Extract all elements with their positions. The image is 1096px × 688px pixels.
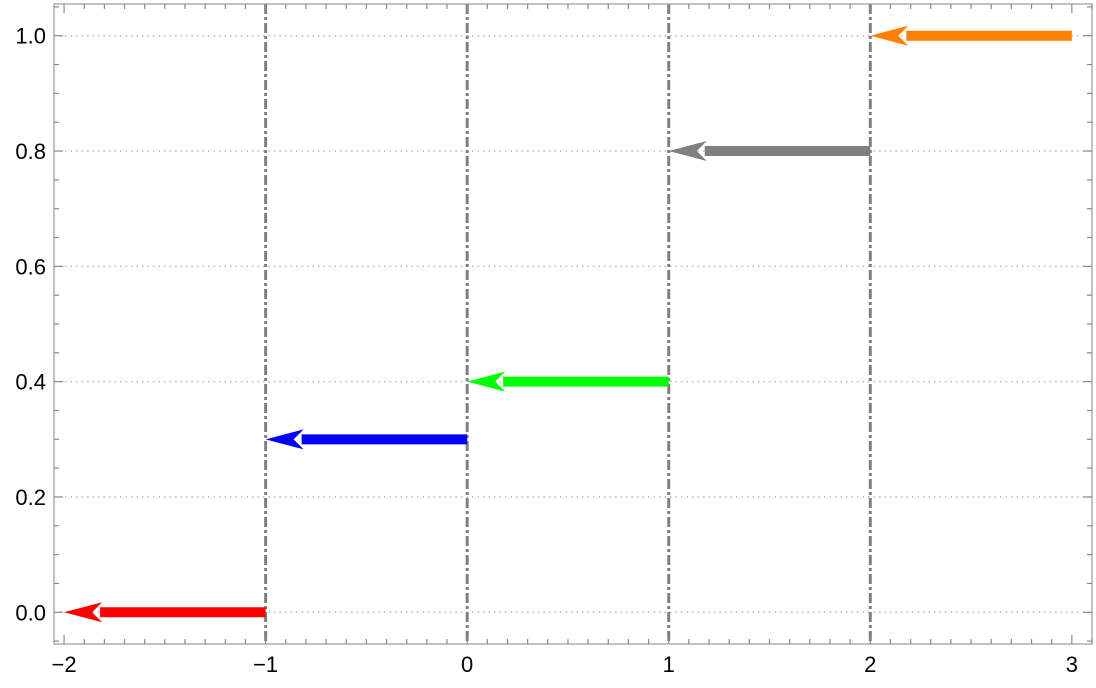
reference-lines — [264, 4, 872, 644]
y-tick-label: 0.2 — [15, 485, 46, 510]
arrow-head-0 — [64, 602, 103, 623]
arrow-series — [64, 25, 1072, 623]
arrow-head-3 — [668, 141, 707, 162]
y-tick-label: 1.0 — [15, 24, 46, 49]
axis-ticks — [54, 4, 1093, 644]
y-tick-label: 0.0 — [15, 600, 46, 625]
y-tick-label: 0.4 — [15, 370, 46, 395]
x-tick-label: −1 — [253, 652, 278, 677]
tick-labels: −2 −1 0 1 2 3 0.0 0.2 0.4 0.6 0.8 1.0 — [15, 24, 1078, 677]
arrow-head-4 — [870, 25, 909, 46]
y-tick-label: 0.6 — [15, 254, 46, 279]
x-tick-label: 0 — [461, 652, 473, 677]
y-tick-label: 0.8 — [15, 139, 46, 164]
arrow-head-1 — [265, 429, 304, 450]
arrow-head-2 — [467, 371, 506, 392]
x-tick-label: 1 — [663, 652, 675, 677]
plot-frame — [53, 3, 1093, 645]
x-tick-label: 3 — [1066, 652, 1078, 677]
x-tick-label: −2 — [52, 652, 77, 677]
grid-layer — [54, 35, 1092, 613]
x-tick-label: 2 — [864, 652, 876, 677]
